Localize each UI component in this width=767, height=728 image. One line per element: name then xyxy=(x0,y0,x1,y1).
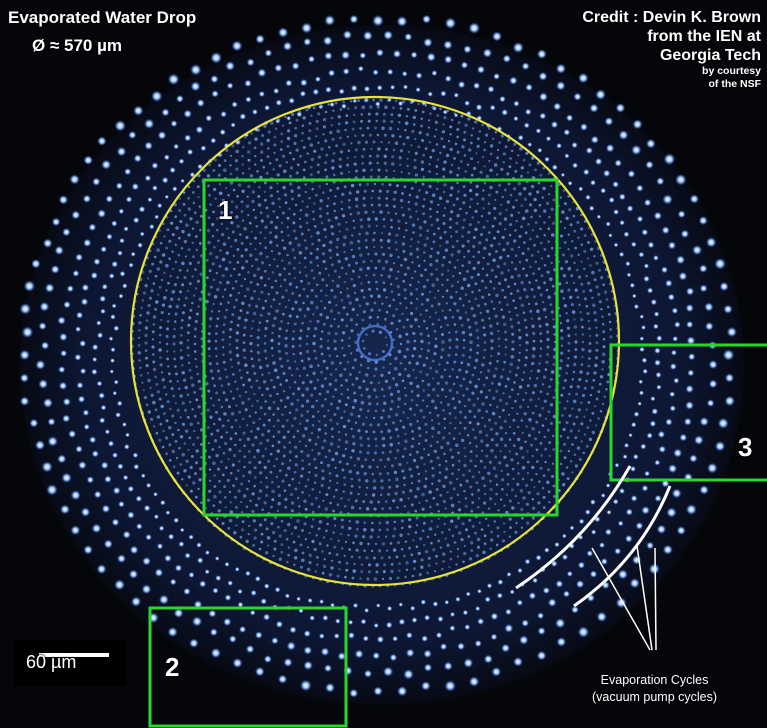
diameter-label: Ø ≈ 570 µm xyxy=(32,36,122,55)
region-box-3 xyxy=(609,343,767,482)
pointer-line-2 xyxy=(636,545,653,651)
evaporation-arc-2 xyxy=(573,485,672,608)
region-box-1 xyxy=(202,178,559,517)
credit-line-1: Credit : Devin K. Brown xyxy=(582,9,761,26)
credit-line-5: of the NSF xyxy=(708,78,762,90)
region-label-3: 3 xyxy=(738,432,753,462)
scale-bar-label: 60 µm xyxy=(26,652,77,672)
credit-line-2: from the IEN at xyxy=(647,28,761,45)
region-box-2 xyxy=(148,606,348,728)
credit-line-3: Georgia Tech xyxy=(659,47,761,64)
region-label-1: 1 xyxy=(218,195,233,225)
pointer-line-1 xyxy=(591,547,651,651)
evaporation-arc-1 xyxy=(515,465,632,590)
evaporation-line-1: Evaporation Cycles xyxy=(600,673,709,687)
inner-circle xyxy=(129,95,621,587)
scale-bar-box xyxy=(14,640,126,686)
pointer-line-3 xyxy=(654,547,657,651)
credit-block: Credit : Devin K. Brown from the IEN at … xyxy=(582,8,761,91)
image-title: Evaporated Water Drop xyxy=(8,8,197,27)
evaporation-label: Evaporation Cycles (vacuum pump cycles) xyxy=(592,672,717,706)
center-ring xyxy=(356,324,394,362)
region-label-2: 2 xyxy=(165,652,180,682)
credit-line-4: by courtesy xyxy=(702,65,761,77)
evaporation-line-2: (vacuum pump cycles) xyxy=(592,690,718,704)
